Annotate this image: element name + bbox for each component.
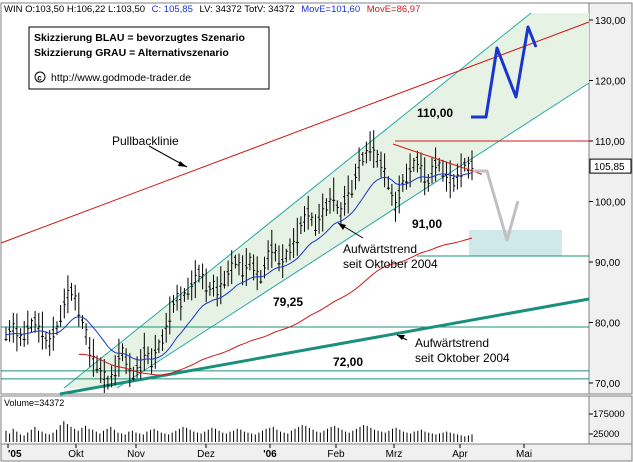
annotation-1-line-0: Aufwärtstrend — [343, 242, 417, 256]
header-volume: LV: 34372 TotV: 34372 — [200, 4, 295, 15]
x-tick-label: Dez — [197, 449, 215, 460]
volume-axis-panel — [588, 395, 633, 445]
x-tick-label: Feb — [327, 449, 345, 460]
blue-scenario-path — [471, 25, 538, 119]
copyright-icon-glyph: c — [37, 73, 42, 82]
moving-average-blue — [5, 172, 473, 361]
price-axis-panel — [588, 2, 633, 395]
y-tick-label: 130,00 — [595, 16, 626, 27]
x-tick-label: '05 — [8, 449, 22, 460]
y-tick-label: 70,00 — [595, 379, 620, 390]
level-label-0: 110,00 — [417, 106, 453, 120]
volume-label: Volume=34372 — [4, 398, 64, 408]
header-ma-red: MovE=86,97 — [367, 4, 421, 15]
x-tick-label: Mai — [516, 449, 532, 460]
trend-arrow-upper-head — [338, 223, 346, 230]
legend-url[interactable]: http://www.godmode-trader.de — [51, 72, 191, 84]
legend-grey-scenario: Skizzierung GRAU = Alternativszenario — [34, 47, 229, 59]
header-ma-blue: MovE=101,60 — [301, 4, 360, 15]
level-label-3: 72,00 — [333, 355, 363, 369]
x-tick-label: Okt — [68, 449, 84, 460]
x-tick-label: Apr — [452, 449, 468, 460]
x-tick-label: Mrz — [386, 449, 403, 460]
level-label-1: 91,00 — [412, 217, 442, 231]
legend-blue-scenario: Skizzierung BLAU = bevorzugtes Szenario — [34, 32, 245, 44]
legend-box — [28, 26, 270, 90]
y-tick-label: 90,00 — [595, 258, 620, 269]
header-ohlc: WIN O:103,50 H:106,22 L:103,50 — [4, 4, 145, 15]
moving-average-red — [78, 237, 473, 376]
pullback-arrow-head — [178, 161, 187, 167]
short-term-resistance — [392, 143, 483, 175]
trend-arrow-lower-head — [397, 335, 405, 340]
annotation-2-line-1: seit Oktober 2004 — [415, 351, 510, 365]
y-tick-label: 80,00 — [595, 319, 620, 330]
y-tick-label: 120,00 — [595, 77, 626, 88]
annotation-0-line-0: Pullbacklinie — [112, 134, 179, 148]
header-close: C: 105,85 — [152, 4, 193, 15]
annotation-1-line-1: seit Oktober 2004 — [343, 257, 438, 271]
pullback-line — [0, 21, 590, 244]
last-price-label: 105,85 — [594, 162, 625, 173]
plot-area — [0, 12, 590, 396]
x-tick-label: Nov — [127, 449, 145, 460]
y-tick-label: 100,00 — [595, 198, 626, 209]
header-readout: WIN O:103,50 H:106,22 L:103,50 C: 105,85… — [4, 4, 420, 15]
volume-tick-label: 175000 — [593, 409, 625, 420]
volume-pane-frame — [0, 395, 590, 445]
grey-scenario-path — [473, 169, 520, 242]
copyright-icon — [34, 71, 46, 83]
y-tick-label: 110,00 — [595, 137, 625, 148]
alternative-target-zone — [469, 230, 562, 256]
x-tick-label: '06 — [263, 449, 277, 460]
long-term-trend-line — [59, 297, 590, 396]
annotation-2-line-0: Aufwärtstrend — [415, 336, 489, 350]
last-price-tag — [589, 158, 632, 174]
channel-lower-line — [116, 82, 590, 389]
level-label-2: 79,25 — [273, 295, 303, 309]
volume-tick-label: 25000 — [593, 429, 619, 440]
channel-upper-line — [63, 12, 532, 389]
time-axis-panel — [0, 443, 633, 462]
